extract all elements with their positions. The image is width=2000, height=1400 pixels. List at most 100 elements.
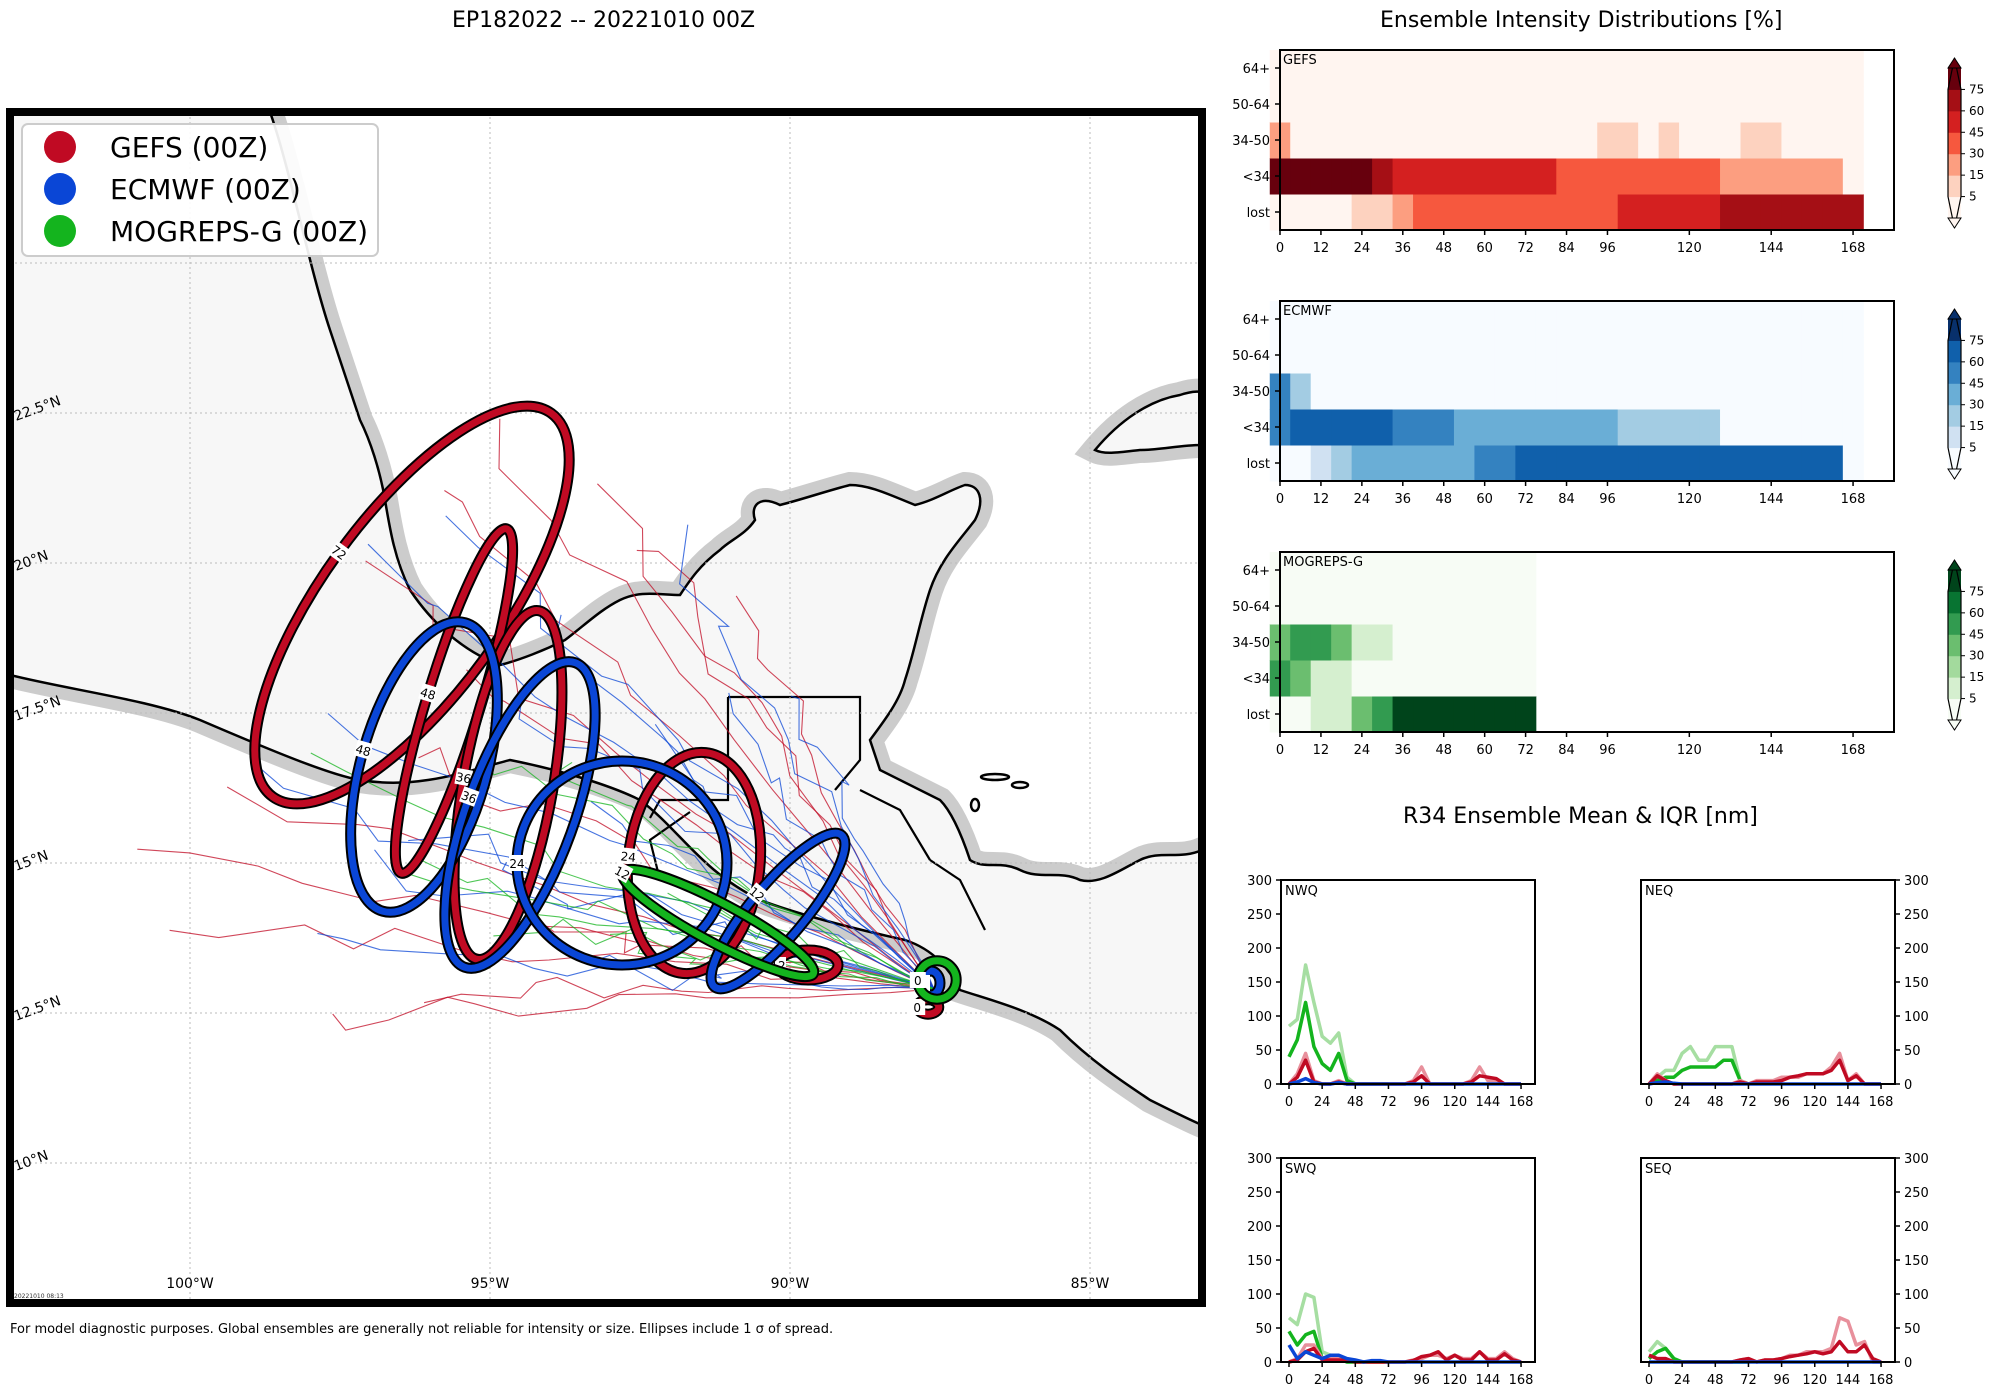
r34-panel-name: SWQ (1285, 1162, 1316, 1177)
r34-x-tick: 72 (1380, 1095, 1397, 1110)
intensity-cell (1740, 337, 1762, 374)
intensity-cell (1290, 50, 1312, 87)
intensity-cell (1556, 158, 1578, 195)
intensity-cell (1494, 50, 1516, 87)
intensity-cell (1699, 194, 1721, 231)
intensity-cell (1310, 86, 1332, 123)
intensity-cell (1842, 337, 1864, 374)
intensity-x-tick: 72 (1517, 743, 1534, 758)
r34-x-tick: 0 (1645, 1373, 1653, 1388)
ensemble-track-ecmwf (518, 690, 935, 990)
colorbar-tick: 5 (1969, 692, 1977, 706)
intensity-cell (1679, 50, 1701, 87)
intensity-cell (1372, 409, 1394, 446)
r34-x-tick: 72 (1740, 1095, 1757, 1110)
intensity-cell (1617, 373, 1639, 410)
intensity-cell (1331, 409, 1353, 446)
intensity-cell (1515, 409, 1537, 446)
intensity-cell (1331, 122, 1353, 159)
intensity-cell (1494, 588, 1516, 625)
intensity-cell (1331, 660, 1353, 697)
r34-x-tick: 48 (1347, 1373, 1364, 1388)
intensity-x-tick: 0 (1276, 241, 1284, 256)
intensity-cell (1638, 301, 1660, 338)
intensity-cell (1822, 337, 1844, 374)
intensity-cell (1535, 86, 1557, 123)
intensity-cell (1617, 194, 1639, 231)
intensity-cell (1822, 158, 1844, 195)
r34-y-tick: 50 (1904, 1322, 1921, 1337)
intensity-cell (1760, 50, 1782, 87)
intensity-cell (1679, 337, 1701, 374)
intensity-cell (1842, 373, 1864, 410)
intensity-cell (1494, 122, 1516, 159)
intensity-cell (1515, 337, 1537, 374)
intensity-cell (1351, 158, 1373, 195)
intensity-cell (1576, 337, 1598, 374)
intensity-cell (1760, 409, 1782, 446)
intensity-cell (1372, 158, 1394, 195)
intensity-cell (1801, 194, 1823, 231)
intensity-cell (1638, 373, 1660, 410)
intensity-cell (1474, 50, 1496, 87)
cay-island (969, 797, 981, 813)
intensity-x-tick: 24 (1354, 241, 1371, 256)
intensity-cell (1290, 301, 1312, 338)
longitude-labels: 100°W 95°W 90°W 85°W (166, 1276, 1109, 1292)
colorbar-tick: 30 (1969, 398, 1984, 412)
intensity-cell (1372, 660, 1394, 697)
colorbar-tick: 75 (1969, 584, 1984, 598)
intensity-x-tick: 168 (1841, 241, 1866, 256)
intensity-cell (1290, 373, 1312, 410)
colorbar-segment (1948, 89, 1961, 112)
intensity-cell (1413, 50, 1434, 87)
intensity-cell (1760, 373, 1782, 410)
intensity-cell (1290, 445, 1312, 482)
intensity-cell (1638, 409, 1660, 446)
colorbar-segment (1948, 340, 1961, 363)
intensity-cell (1392, 409, 1414, 446)
intensity-cell (1617, 158, 1639, 195)
intensity-cell (1781, 194, 1803, 231)
intensity-cell (1740, 409, 1762, 446)
intensity-cell (1720, 158, 1741, 195)
intensity-cell (1658, 50, 1680, 87)
intensity-cell (1740, 122, 1762, 159)
intensity-cell (1310, 122, 1332, 159)
intensity-cell (1617, 337, 1639, 374)
intensity-y-label: 50-64 (1232, 98, 1270, 113)
intensity-y-label: 34-50 (1232, 385, 1270, 400)
intensity-cell (1576, 158, 1598, 195)
intensity-cell (1372, 122, 1394, 159)
intensity-cell (1310, 409, 1332, 446)
intensity-cell (1638, 158, 1660, 195)
intensity-cell (1597, 50, 1619, 87)
intensity-cell (1576, 409, 1598, 446)
intensity-x-tick: 84 (1558, 241, 1575, 256)
intensity-cell (1535, 373, 1557, 410)
intensity-cell (1494, 301, 1516, 338)
ellipse-hour-label: 36 (455, 770, 472, 786)
intensity-cell (1494, 552, 1516, 589)
intensity-cell (1638, 86, 1660, 123)
intensity-cell (1433, 552, 1455, 589)
intensity-cell (1433, 122, 1455, 159)
intensity-cell (1433, 158, 1455, 195)
r34-x-tick: 120 (1802, 1373, 1827, 1388)
ellipse-hour-bg (328, 540, 351, 564)
legend-label-mogreps: MOGREPS-G (00Z) (110, 215, 368, 248)
intensity-cell (1801, 86, 1823, 123)
footnote: For model diagnostic purposes. Global en… (10, 1322, 834, 1337)
intensity-x-tick: 144 (1759, 743, 1784, 758)
r34-panel-seq: SEQ 0 50 100 150 200 250 300 0 24 48 72 96 120 144 168 (1640, 1152, 1929, 1388)
intensity-cell (1433, 50, 1455, 87)
r34-x-tick: 72 (1380, 1373, 1397, 1388)
intensity-cell (1331, 194, 1353, 231)
intensity-cell (1740, 445, 1762, 482)
colorbar-tick: 15 (1969, 670, 1984, 684)
ensemble-track-ecmwf (261, 768, 935, 990)
intensity-cell (1494, 337, 1516, 374)
intensity-cell (1515, 194, 1537, 231)
intensity-cell (1556, 445, 1578, 482)
lon-label: 85°W (1071, 1276, 1110, 1292)
